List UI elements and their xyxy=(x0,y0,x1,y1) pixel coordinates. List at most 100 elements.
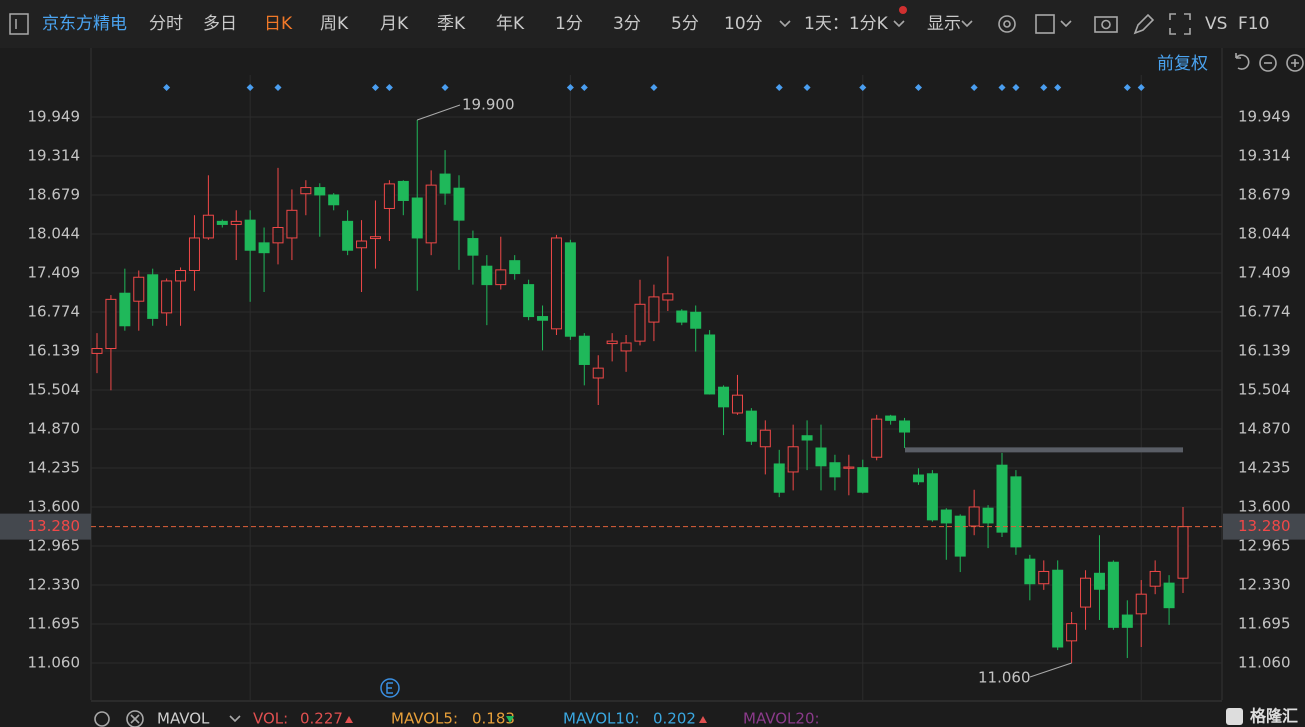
candle-body xyxy=(258,242,270,254)
adjust-select[interactable]: 前复权 xyxy=(1157,54,1208,74)
indicator-close[interactable] xyxy=(126,710,144,727)
zoom-in-icon xyxy=(1291,59,1299,67)
candle-body xyxy=(606,340,618,345)
period-tab[interactable]: 3分 xyxy=(613,14,641,34)
y-tick-label: 19.949 xyxy=(28,108,81,126)
event-marker[interactable] xyxy=(1012,83,1020,92)
y-tick-label-right: 15.504 xyxy=(1238,381,1291,399)
candle-body xyxy=(300,187,312,195)
candle-body xyxy=(704,334,716,395)
y-tick-label: 13.600 xyxy=(28,497,81,515)
candle-body xyxy=(676,310,688,323)
candle-body xyxy=(537,316,549,321)
indicator-name[interactable]: MAVOL xyxy=(157,710,210,727)
mavol5-value: 0.183 xyxy=(472,710,515,727)
y-tick-label: 16.139 xyxy=(28,342,81,360)
candle-body xyxy=(592,367,604,379)
chevron[interactable] xyxy=(1060,20,1072,28)
camera-lens xyxy=(1101,19,1111,30)
settings-icon[interactable] xyxy=(998,15,1016,33)
candle-body xyxy=(550,237,562,330)
logo-mark xyxy=(1226,708,1243,725)
candle-body xyxy=(773,463,785,493)
period-tab[interactable]: 1分 xyxy=(555,14,583,34)
event-marker[interactable] xyxy=(914,83,922,92)
toolbar xyxy=(0,0,1305,48)
reset-icon[interactable] xyxy=(1235,53,1250,70)
zoom-in[interactable] xyxy=(1286,54,1304,72)
period-tab[interactable]: 季K xyxy=(437,14,466,34)
period-select[interactable]: 1天：1分K xyxy=(804,14,889,34)
event-marker[interactable] xyxy=(650,83,658,92)
candle-body xyxy=(509,260,521,275)
event-marker[interactable] xyxy=(998,83,1006,92)
candle-body xyxy=(829,462,841,478)
layout-icon[interactable] xyxy=(1035,14,1055,34)
chevron[interactable] xyxy=(893,20,905,28)
period-tab[interactable]: 周K xyxy=(320,14,349,34)
y-tick-label: 18.044 xyxy=(28,225,81,243)
candle-body xyxy=(926,473,938,521)
current-price-label-right: 13.280 xyxy=(1238,517,1291,535)
y-tick-label-right: 12.965 xyxy=(1238,536,1291,554)
f10-button[interactable]: F10 xyxy=(1238,14,1269,34)
draw-icon[interactable] xyxy=(1133,13,1155,35)
candle-body xyxy=(871,418,883,458)
current-price-label: 13.280 xyxy=(28,517,81,535)
event-marker[interactable] xyxy=(859,83,867,92)
fullscreen-icon[interactable] xyxy=(1169,13,1191,35)
event-marker[interactable] xyxy=(246,83,254,92)
chevron[interactable] xyxy=(229,715,241,723)
candle-body xyxy=(119,292,131,327)
y-tick-label: 12.330 xyxy=(28,575,81,593)
event-marker[interactable] xyxy=(274,83,282,92)
period-tab[interactable]: 月K xyxy=(380,14,409,34)
period-tab[interactable]: 10分 xyxy=(724,14,763,34)
candle-body xyxy=(1135,593,1147,615)
price-tag-right xyxy=(1223,513,1305,540)
vs-button[interactable]: VS xyxy=(1205,14,1227,34)
chevron[interactable] xyxy=(961,20,973,28)
period-tab[interactable]: 多日 xyxy=(203,14,237,34)
stock-name[interactable]: 京东方精电 xyxy=(42,14,127,34)
candle-body xyxy=(369,236,381,240)
period-tab[interactable]: 5分 xyxy=(671,14,699,34)
y-tick-label-right: 14.870 xyxy=(1238,419,1291,437)
period-tab[interactable]: 分时 xyxy=(149,14,183,34)
zoom-out[interactable] xyxy=(1259,54,1277,72)
display-menu[interactable]: 显示 xyxy=(927,14,961,34)
y-tick-label-right: 19.949 xyxy=(1238,108,1291,126)
y-tick-label-right: 18.044 xyxy=(1238,225,1291,243)
event-marker[interactable] xyxy=(580,83,588,92)
chevron[interactable] xyxy=(779,20,791,28)
event-marker[interactable] xyxy=(385,83,393,92)
event-marker[interactable] xyxy=(371,83,379,92)
event-marker[interactable] xyxy=(775,83,783,92)
indicator-settings[interactable] xyxy=(94,711,110,727)
candle-body xyxy=(648,296,660,323)
candle-body xyxy=(161,280,173,314)
period-tab[interactable]: 日K xyxy=(264,14,293,34)
event-icon[interactable] xyxy=(380,678,400,698)
sidebar-toggle[interactable] xyxy=(9,13,29,35)
event-marker[interactable] xyxy=(566,83,574,92)
y-tick-label: 12.965 xyxy=(28,536,81,554)
camera-icon[interactable] xyxy=(1094,16,1118,33)
event-marker[interactable] xyxy=(803,83,811,92)
mavol10-value: 0.202 xyxy=(653,710,696,727)
candle-body xyxy=(940,509,952,524)
y-tick-label: 18.679 xyxy=(28,186,81,204)
candle-body xyxy=(202,214,214,239)
candle-body xyxy=(328,194,340,206)
candle-body xyxy=(1093,572,1105,590)
candle-body xyxy=(578,335,590,365)
event-marker[interactable] xyxy=(441,83,449,92)
y-tick-label: 14.235 xyxy=(28,458,81,476)
candle-body xyxy=(1038,570,1050,585)
event-marker[interactable] xyxy=(970,83,978,92)
period-tab[interactable]: 年K xyxy=(496,14,525,34)
candle-body xyxy=(425,184,437,244)
candle-body xyxy=(815,447,827,467)
candle-body xyxy=(982,507,994,524)
event-marker[interactable] xyxy=(163,83,171,92)
